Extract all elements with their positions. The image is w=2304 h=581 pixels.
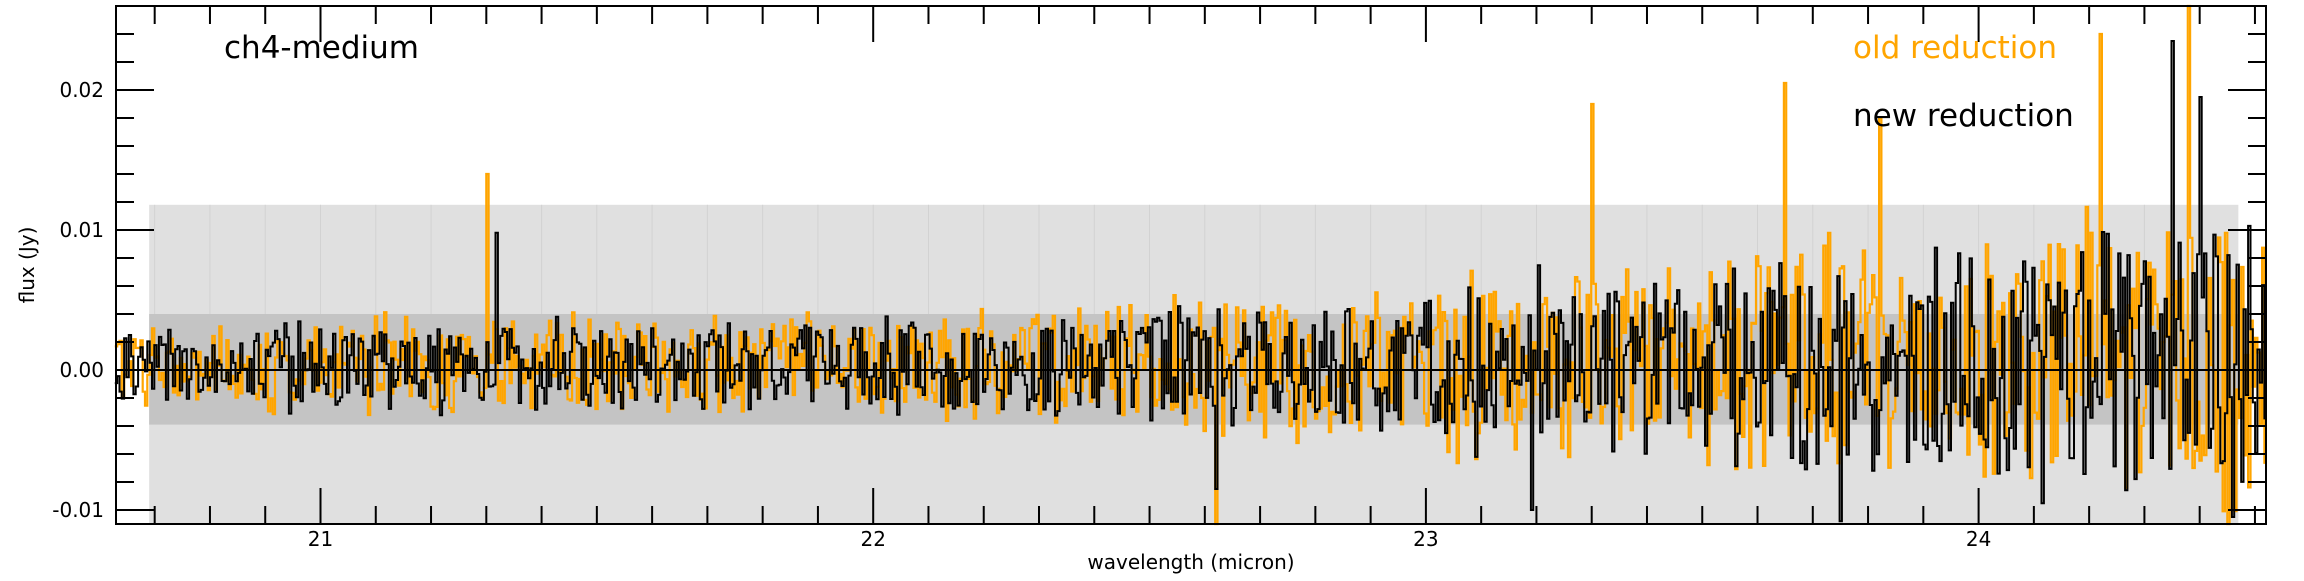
plot-frame — [115, 5, 2267, 525]
y-tick-label: 0.01 — [59, 218, 104, 242]
x-axis-label: wavelength (micron) — [1087, 550, 1294, 574]
x-tick-label: 21 — [308, 527, 333, 551]
channel-annotation: ch4-medium — [224, 30, 419, 66]
new-reduction-annotation: new reduction — [1853, 98, 2074, 134]
y-tick-label: 0.02 — [59, 78, 104, 102]
x-tick-label: 24 — [1966, 527, 1991, 551]
series-layer — [114, 4, 2267, 526]
y-tick-label: 0.00 — [59, 358, 104, 382]
series-line-new — [114, 40, 2267, 523]
x-tick-label: 22 — [860, 527, 885, 551]
tick-labels-layer: 21 22 23 24 -0.01 0.00 0.01 0.02 — [52, 78, 1991, 551]
x-tick-label: 23 — [1413, 527, 1438, 551]
old-reduction-annotation: old reduction — [1853, 30, 2057, 66]
ticks-layer — [116, 6, 2266, 524]
y-tick-label: -0.01 — [52, 498, 104, 522]
y-axis-label: flux (Jy) — [15, 227, 39, 304]
